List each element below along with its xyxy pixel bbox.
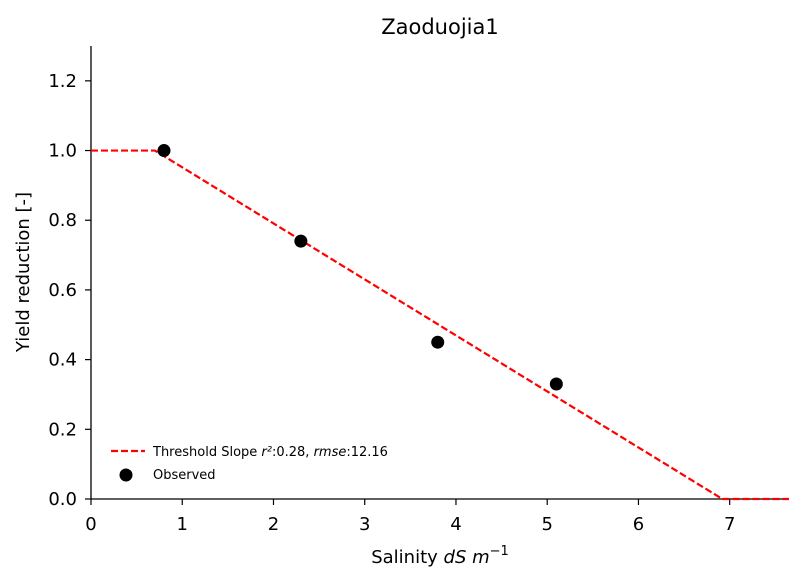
y-tick-label: 0.8: [48, 210, 77, 231]
legend-threshold-prefix: Threshold Slope: [152, 445, 261, 460]
legend-observed-label: Observed: [153, 468, 216, 483]
y-tick-label: 0.0: [48, 489, 77, 510]
x-tick-label: 6: [633, 514, 644, 535]
chart-title: Zaoduojia1: [381, 15, 499, 39]
x-axis-label-exponent: −1: [490, 544, 509, 559]
x-tick-label: 1: [177, 514, 188, 535]
y-tick-label: 0.2: [48, 419, 77, 440]
legend: Threshold Slope r²:0.28, rmse:12.16 Obse…: [111, 445, 388, 483]
observed-point: [431, 335, 445, 349]
legend-r2-label: r²: [261, 445, 272, 460]
y-tick-label: 1.2: [48, 71, 77, 92]
threshold-slope-line: [91, 149, 789, 501]
y-tick-label: 1.0: [48, 141, 77, 162]
legend-rmse-value: :12.16: [346, 445, 388, 460]
x-tick-label: 5: [541, 514, 552, 535]
legend-threshold-label: Threshold Slope r²:0.28, rmse:12.16: [152, 445, 388, 460]
legend-r2-value: :0.28,: [272, 445, 314, 460]
x-tick-label: 7: [724, 514, 735, 535]
y-tick-label: 0.6: [48, 280, 77, 301]
x-axis-label-unit: dS m: [444, 547, 490, 568]
observed-point: [549, 377, 563, 391]
legend-observed-swatch: [119, 468, 133, 482]
legend-rmse-label: rmse: [314, 445, 347, 460]
x-axis-label: Salinity dS m−1: [371, 544, 509, 568]
x-tick-label: 3: [359, 514, 370, 535]
x-tick-label: 2: [268, 514, 279, 535]
y-tick-label: 0.4: [48, 350, 77, 371]
x-tick-label: 0: [85, 514, 96, 535]
x-axis-label-prefix: Salinity: [371, 547, 443, 568]
observed-point: [157, 144, 171, 158]
series-layer: [91, 144, 789, 501]
plot-area: 0 1 2 3 4 5 6 7 0.0 0.2 0.4 0.6 0.8 1.0 1.2: [48, 46, 789, 535]
y-ticks: 0.0 0.2 0.4 0.6 0.8 1.0 1.2: [48, 71, 91, 510]
x-tick-label: 4: [450, 514, 461, 535]
y-axis-label: Yield reduction [-]: [13, 192, 34, 353]
x-ticks: 0 1 2 3 4 5 6 7: [85, 499, 735, 535]
observed-point: [294, 234, 308, 248]
